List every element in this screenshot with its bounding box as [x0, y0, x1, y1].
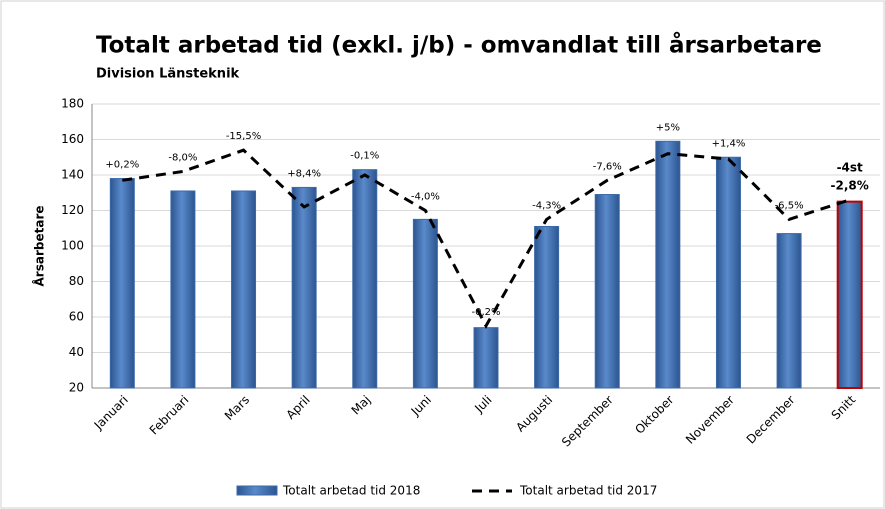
- bar: [412, 218, 438, 389]
- highlight-note: -4st: [837, 160, 863, 174]
- data-annotation: -7,6%: [593, 161, 622, 172]
- y-tick-label: 180: [61, 97, 84, 111]
- y-tick-label: 40: [69, 345, 84, 359]
- legend-label: Totalt arbetad tid 2018: [282, 484, 420, 498]
- data-annotation: -6,5%: [775, 200, 804, 211]
- data-annotation: -0,1%: [350, 151, 379, 162]
- y-axis-label: Årsarbetare: [32, 206, 47, 287]
- y-tick-label: 160: [61, 132, 84, 146]
- legend-label: Totalt arbetad tid 2017: [519, 484, 657, 498]
- bar: [231, 190, 257, 389]
- bar: [109, 178, 135, 389]
- y-tick-label: 20: [69, 381, 84, 395]
- bar: [352, 169, 378, 389]
- bar: [473, 327, 499, 389]
- line-series: [122, 148, 851, 329]
- bar: [534, 225, 560, 389]
- legend-swatch: [236, 485, 278, 496]
- data-annotation: -2,8%: [831, 178, 869, 192]
- data-annotation: -4,0%: [411, 192, 440, 203]
- bar: [170, 190, 196, 389]
- bar: [291, 186, 317, 389]
- y-tick-label: 60: [69, 310, 84, 324]
- data-annotation: -4,3%: [532, 200, 561, 211]
- y-tick-label: 140: [61, 168, 84, 182]
- y-tick-label: 120: [61, 203, 84, 217]
- chart-subtitle: Division Länsteknik: [96, 67, 240, 82]
- data-annotation: +5%: [656, 122, 680, 133]
- data-annotation: -8,0%: [168, 152, 197, 163]
- data-annotation: +1,4%: [712, 138, 746, 149]
- bar: [776, 233, 802, 389]
- data-annotation: +0,2%: [105, 160, 139, 171]
- y-tick-label: 80: [69, 274, 84, 288]
- chart-title: Totalt arbetad tid (exkl. j/b) - omvandl…: [96, 32, 822, 59]
- y-tick-label: 100: [61, 239, 84, 253]
- data-annotation: -15,5%: [226, 131, 261, 142]
- bar: [594, 194, 620, 389]
- data-annotation: +8,4%: [287, 168, 321, 179]
- bar: [715, 156, 741, 389]
- data-annotation: -0,2%: [471, 307, 500, 318]
- bar: [655, 140, 681, 389]
- bar: [836, 200, 863, 389]
